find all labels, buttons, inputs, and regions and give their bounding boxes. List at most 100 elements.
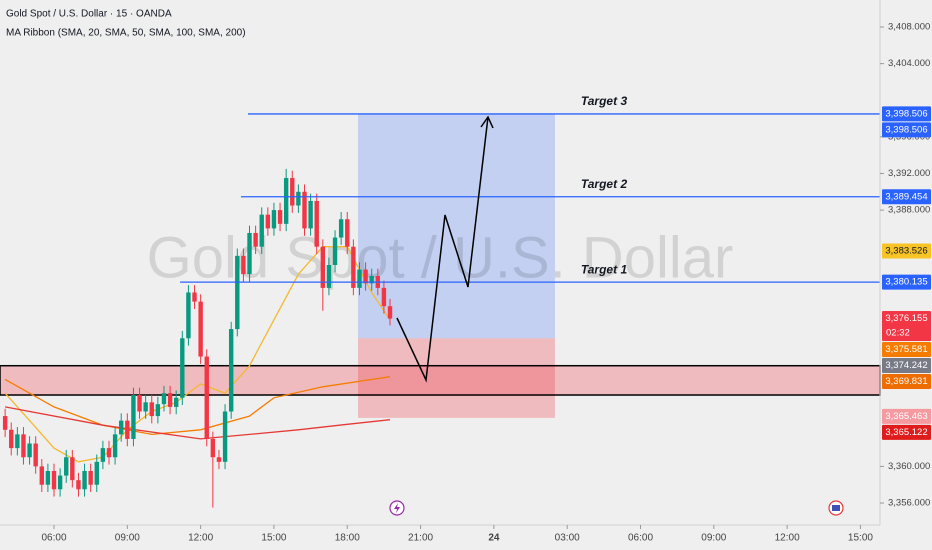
candle-body [357,269,362,288]
plot-layer: Target 3 Target 2 Target 1 [2,94,880,508]
candle-body [320,246,326,288]
candle-body [308,200,313,229]
candle-body [21,434,26,458]
candle-body [112,434,118,458]
candle-body [186,292,191,339]
candle-body [283,178,289,224]
candle-body [161,393,167,405]
moving-average [4,406,391,440]
target-label: Target 2 [581,177,628,191]
candle-body [290,178,295,206]
price-label: 3,398.506 [885,124,927,135]
candle-body [27,443,32,458]
candle-body [57,475,63,490]
candle-body [259,214,264,247]
candle-body [106,448,112,458]
candle-body [45,470,51,485]
x-tick-label: 15:00 [848,533,873,544]
axis-layer: 3,408.0003,404.0003,396.0003,392.0003,38… [41,22,931,544]
event-icon-bolt [394,503,400,513]
candle-body [82,470,87,490]
candle-body [125,420,130,439]
candle-body [235,255,240,330]
price-label: 3,374.242 [885,360,927,371]
x-tick-label: 09:00 [701,533,726,544]
x-tick-label: 09:00 [115,533,140,544]
x-tick-label: 12:00 [775,533,800,544]
x-tick-label: 06:00 [41,533,66,544]
candle-body [387,306,393,319]
candle-body [2,416,8,430]
price-label: 3,383.526 [885,246,927,257]
target-zone [358,113,555,339]
candle-body [76,480,81,490]
price-label: 3,375.581 [885,344,927,355]
y-tick-label: 3,408.000 [888,22,930,33]
target-label: Target 3 [581,94,628,108]
background-layer [0,113,881,418]
candle-body [100,448,106,462]
candle-body [210,438,216,458]
price-label-box [882,311,931,342]
candle-body [15,434,20,449]
candle-body [180,338,185,398]
chart-title: Gold Spot / U.S. Dollar · 15 · OANDA [6,9,172,20]
price-label-box [882,342,931,358]
y-tick-label: 3,392.000 [888,168,930,179]
candle-body [351,246,356,288]
projection-path [396,116,489,383]
candle-body [173,397,179,407]
flag-icon-fill [832,505,840,511]
candle-body [241,255,246,275]
moving-average [4,376,391,436]
y-tick-label: 3,356.000 [888,498,930,509]
candle-body [155,404,161,417]
price-label: 3,365.463 [885,411,927,422]
candle-body [149,402,154,417]
price-label-box [882,408,931,424]
candle-body [198,301,203,357]
candle-body [119,420,124,435]
candle-body [64,457,69,476]
candle-body [88,470,93,485]
x-tick-label: 24 [488,533,500,544]
target-label: Target 1 [581,262,628,276]
candle-body [253,232,258,247]
candle-body [204,356,209,439]
candle-body [338,219,344,238]
support-zone [0,364,881,396]
price-label-box [882,189,931,205]
projection-arrowhead [480,115,494,129]
price-label: 3,369.831 [885,376,927,387]
price-label-box [882,358,931,374]
candle-body [326,265,332,288]
candle-body [143,402,148,412]
candle-body [247,232,252,275]
candle-body [131,395,136,439]
x-tick-label: 15:00 [261,533,286,544]
candle-body [9,429,14,449]
candle-body [228,329,234,412]
price-label-box [882,122,931,138]
candle-body [296,191,301,206]
price-label: 3,365.122 [885,427,927,438]
candle-body [70,457,75,481]
price-label-box [882,274,931,290]
candle-body [33,443,38,467]
price-label-box [882,106,931,122]
price-label-box [882,424,931,440]
candle-body [332,237,338,266]
candle-body [39,466,44,485]
candle-body [216,457,222,462]
stop-zone [358,338,555,418]
price-label-box [882,374,931,390]
candle-body [167,393,173,407]
candle-body [265,214,271,229]
candle-body [369,276,374,284]
x-tick-label: 21:00 [408,533,433,544]
candle-body [302,191,307,229]
candle-body [381,287,387,307]
indicator-title: MA Ribbon (SMA, 20, SMA, 50, SMA, 100, S… [6,28,246,39]
y-tick-label: 3,388.000 [888,205,930,216]
